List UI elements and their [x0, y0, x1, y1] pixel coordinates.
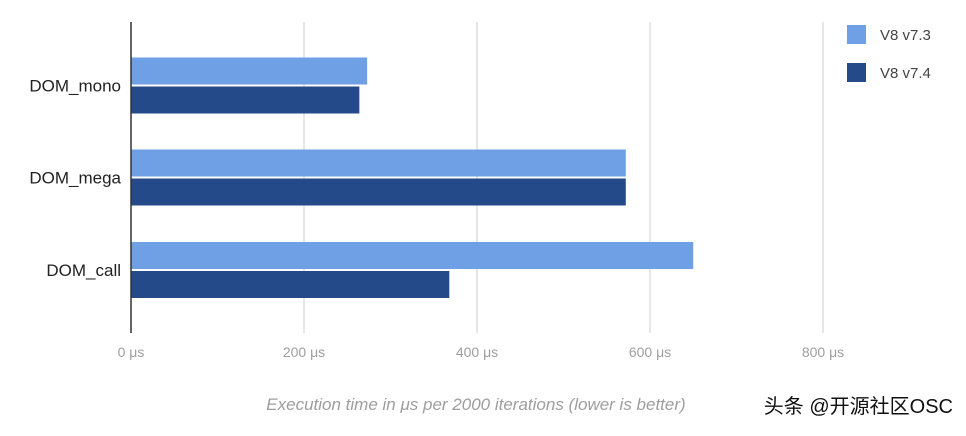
bar — [131, 86, 360, 114]
category-label: DOM_call — [46, 261, 121, 280]
x-tick-labels: 0 μs 200 μs 400 μs 600 μs 800 μs — [118, 344, 845, 360]
x-tick-label: 200 μs — [283, 344, 325, 360]
bar — [131, 149, 626, 177]
x-tick-label: 400 μs — [456, 344, 498, 360]
bar — [131, 242, 694, 269]
legend-swatch — [847, 63, 866, 82]
legend: V8 v7.3 V8 v7.4 — [847, 25, 931, 82]
category-label: DOM_mono — [29, 77, 121, 96]
legend-label: V8 v7.3 — [880, 27, 931, 44]
bars — [131, 57, 694, 298]
bar — [131, 57, 368, 85]
category-label: DOM_mega — [29, 169, 121, 188]
x-axis-label: Execution time in μs per 2000 iterations… — [266, 395, 685, 414]
bar — [131, 178, 626, 206]
legend-label: V8 v7.4 — [880, 65, 931, 82]
category-labels: DOM_mono DOM_mega DOM_call — [29, 77, 121, 281]
legend-swatch — [847, 25, 866, 44]
x-tick-label: 0 μs — [118, 344, 145, 360]
watermark-text: 头条 @开源社区OSC — [764, 395, 953, 418]
bar — [131, 271, 450, 298]
x-tick-label: 800 μs — [802, 344, 844, 360]
x-tick-label: 600 μs — [629, 344, 671, 360]
